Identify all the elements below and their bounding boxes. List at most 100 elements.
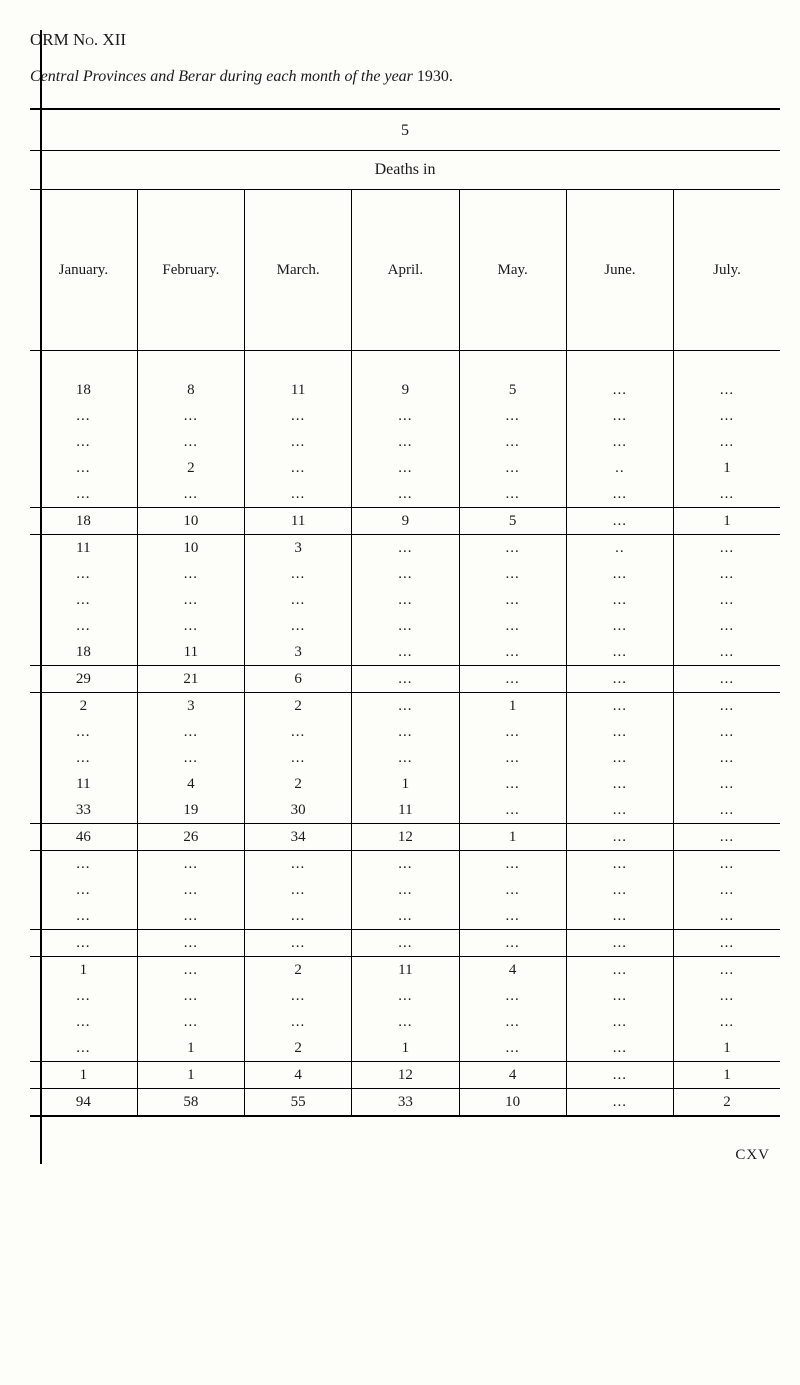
table-cell: ... — [245, 587, 352, 613]
table-cell: ... — [459, 535, 566, 561]
table-cell: 11 — [352, 957, 459, 983]
table-cell: ... — [674, 903, 781, 930]
table-cell: ... — [137, 983, 244, 1009]
table-cell: ... — [459, 1035, 566, 1062]
table-cell: ... — [30, 429, 137, 455]
table-cell: ... — [245, 561, 352, 587]
table-cell: ... — [30, 1035, 137, 1062]
table-cell: ... — [674, 561, 781, 587]
table-cell: 11 — [30, 535, 137, 561]
table-cell: ... — [30, 745, 137, 771]
table-cell: ... — [674, 851, 781, 877]
table-cell: 2 — [245, 1035, 352, 1062]
table-row: 462634121...... — [30, 824, 780, 851]
table-cell — [459, 351, 566, 378]
table-cell: ... — [245, 903, 352, 930]
table-cell: ... — [566, 1009, 673, 1035]
table-cell: 1 — [459, 824, 566, 851]
deaths-in-label: Deaths in — [30, 151, 780, 189]
table-cell: 10 — [137, 535, 244, 561]
table-cell: ... — [352, 719, 459, 745]
table-cell: ... — [566, 745, 673, 771]
table-cell: 9 — [352, 377, 459, 403]
table-cell: ... — [30, 587, 137, 613]
page-number: CXV — [30, 1147, 780, 1164]
table-cell: 1 — [352, 771, 459, 797]
table-cell: ... — [566, 666, 673, 693]
table-row: ..................... — [30, 745, 780, 771]
table-row: 11421......... — [30, 771, 780, 797]
table-cell: ... — [352, 403, 459, 429]
table-cell — [245, 351, 352, 378]
table-cell: ... — [674, 613, 781, 639]
table-cell: ... — [566, 903, 673, 930]
table-row: 114124...1 — [30, 1062, 780, 1089]
table-cell: ... — [30, 613, 137, 639]
table-cell: 11 — [137, 639, 244, 666]
table-row: ..................... — [30, 481, 780, 508]
table-cell: 4 — [459, 1062, 566, 1089]
table-cell: 94 — [30, 1089, 137, 1116]
table-cell: ... — [459, 851, 566, 877]
table-cell: ... — [352, 429, 459, 455]
table-cell: ... — [137, 719, 244, 745]
table-cell: 1 — [674, 508, 781, 535]
table-cell: ... — [352, 693, 459, 719]
table-cell: ... — [566, 613, 673, 639]
table-cell: ... — [352, 851, 459, 877]
table-cell: ... — [674, 745, 781, 771]
table-cell: 1 — [674, 1035, 781, 1062]
table-cell: ... — [137, 561, 244, 587]
table-cell: ... — [459, 455, 566, 481]
table-cell: 11 — [245, 508, 352, 535]
table-row: ..................... — [30, 1009, 780, 1035]
table-cell: ... — [674, 719, 781, 745]
table-cell: ... — [352, 587, 459, 613]
table-cell: ... — [30, 455, 137, 481]
table-cell: 11 — [245, 377, 352, 403]
table-cell: ... — [674, 930, 781, 957]
table-cell: ... — [137, 877, 244, 903]
table-cell: ... — [674, 983, 781, 1009]
table-cell: ... — [459, 719, 566, 745]
table-cell: ... — [352, 903, 459, 930]
table-cell: ... — [245, 983, 352, 1009]
table-cell: 10 — [459, 1089, 566, 1116]
table-cell: ... — [566, 719, 673, 745]
table-cell: 19 — [137, 797, 244, 824]
table-cell: ... — [566, 930, 673, 957]
table-cell: ... — [459, 639, 566, 666]
table-cell: 33 — [352, 1089, 459, 1116]
table-row: ..................... — [30, 930, 780, 957]
table-cell: ... — [137, 403, 244, 429]
table-cell: 2 — [674, 1089, 781, 1116]
table-cell: ... — [245, 851, 352, 877]
table-cell: ... — [459, 1009, 566, 1035]
table-cell: ... — [245, 719, 352, 745]
table-cell: ... — [674, 377, 781, 403]
table-cell: ... — [352, 561, 459, 587]
table-cell: ... — [137, 481, 244, 508]
table-cell: ... — [566, 957, 673, 983]
table-cell: ... — [459, 771, 566, 797]
table-cell: ... — [459, 983, 566, 1009]
table-cell: ... — [674, 481, 781, 508]
table-cell: 3 — [137, 693, 244, 719]
table-cell: ... — [30, 983, 137, 1009]
table-cell: ... — [566, 508, 673, 535]
table-cell: ... — [566, 403, 673, 429]
table-cell: ... — [566, 1062, 673, 1089]
table-cell: ... — [245, 613, 352, 639]
table-cell: ... — [30, 719, 137, 745]
table-cell: ... — [137, 930, 244, 957]
table-cell: 1 — [674, 1062, 781, 1089]
table-cell: 2 — [137, 455, 244, 481]
table-cell: ... — [566, 639, 673, 666]
table-cell: ... — [459, 666, 566, 693]
table-cell: ... — [30, 403, 137, 429]
table-cell: 2 — [30, 693, 137, 719]
table-cell: ... — [674, 429, 781, 455]
table-cell: 4 — [459, 957, 566, 983]
table-cell: ... — [566, 983, 673, 1009]
table-cell: ... — [30, 1009, 137, 1035]
